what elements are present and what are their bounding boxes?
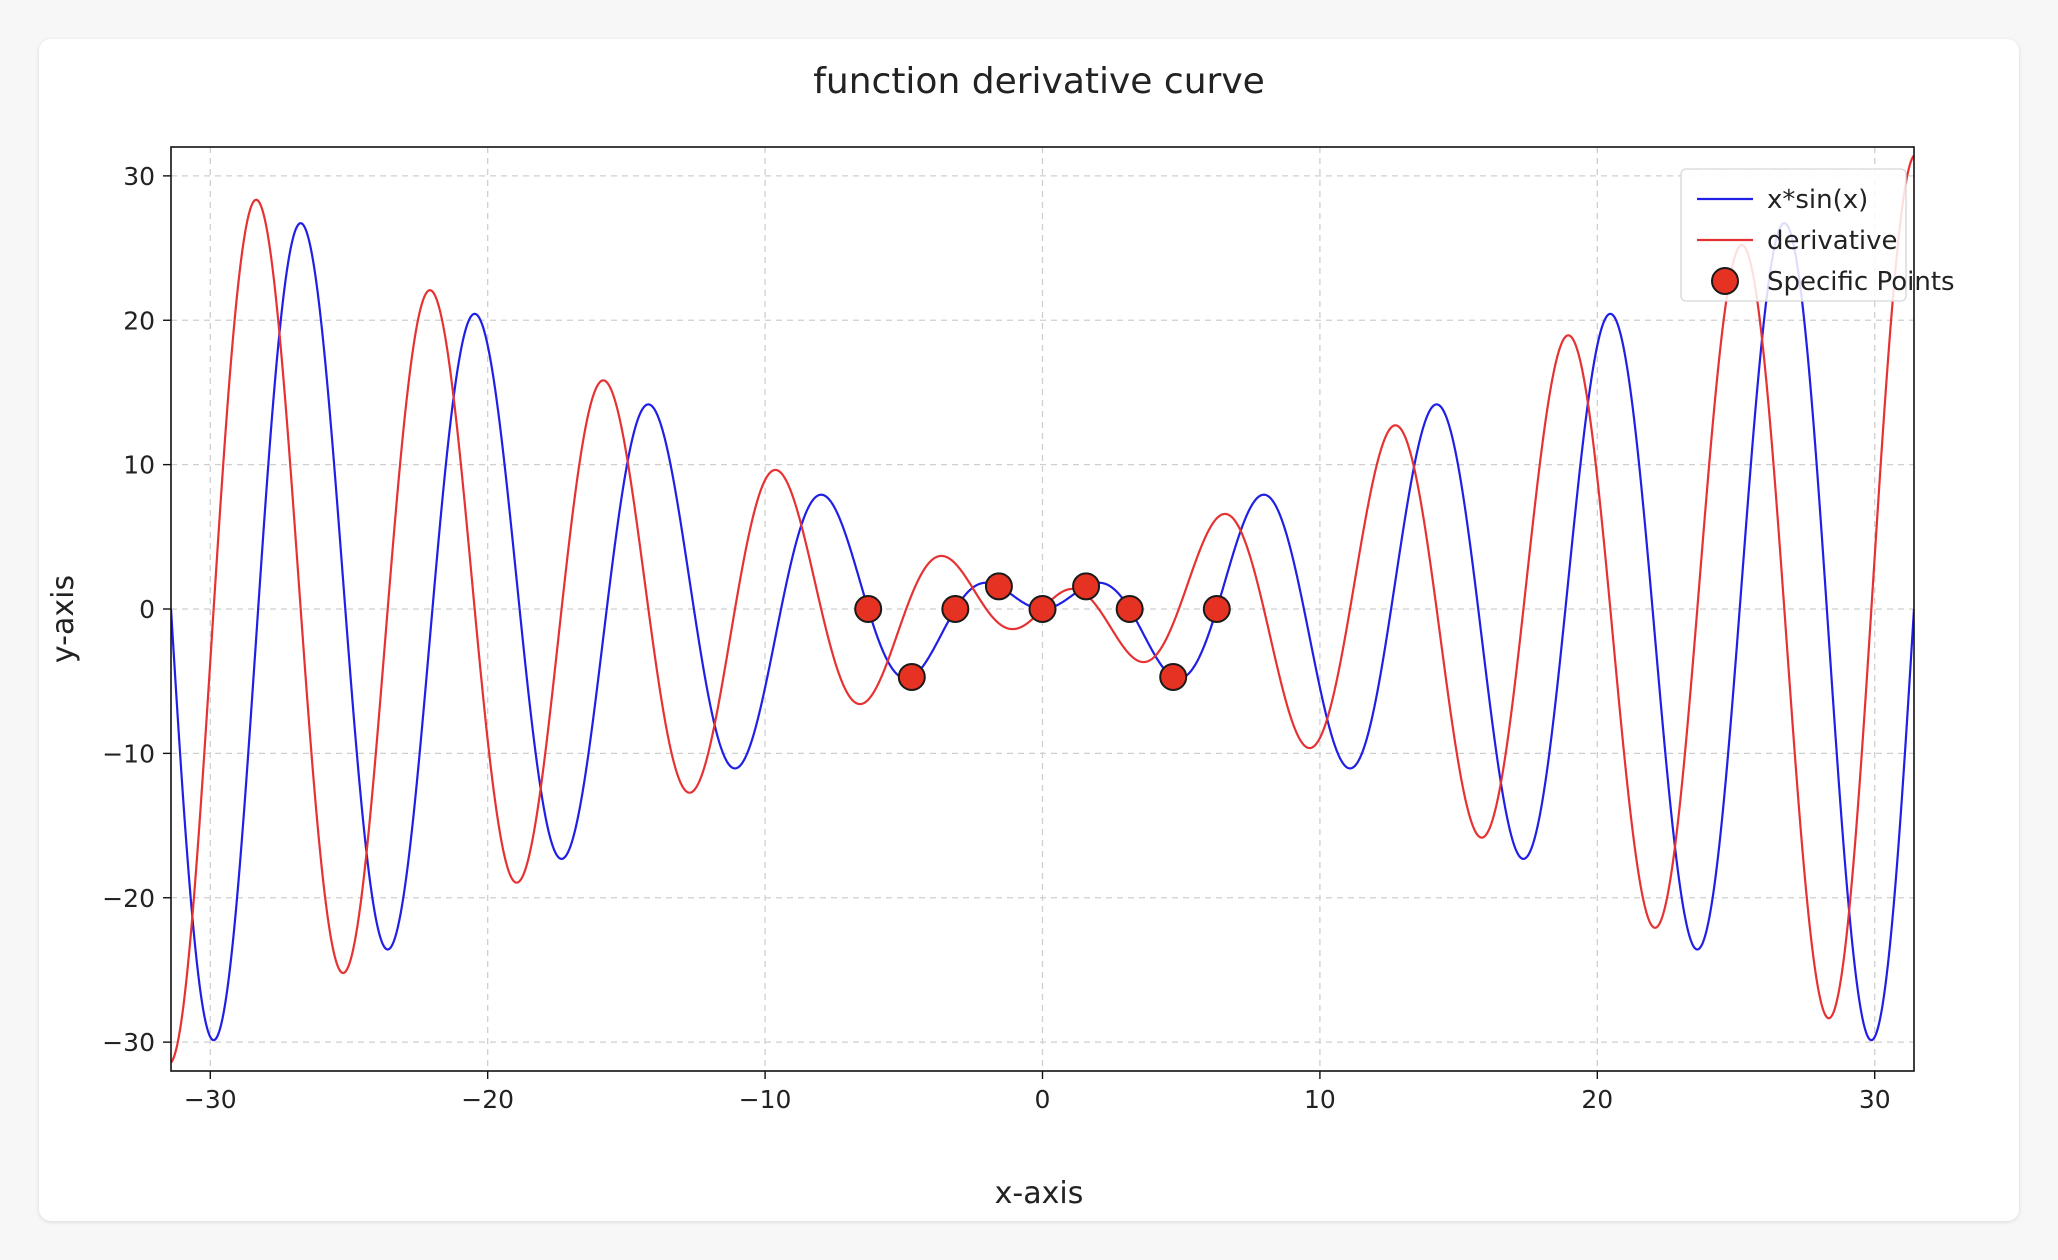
scatter-points — [854, 572, 1231, 692]
specific-point — [1159, 663, 1188, 692]
specific-point — [1202, 595, 1231, 623]
legend-label: x*sin(x) — [1767, 185, 1868, 215]
axis-ticks: −30 −20 −10 0 10 20 30 −30 −20 −10 0 10 20 30 — [102, 146, 1915, 1114]
chart-title: function derivative curve — [813, 61, 1265, 102]
specific-point — [854, 595, 883, 623]
x-tick-label: 30 — [1859, 1085, 1891, 1114]
legend-marker — [1711, 267, 1739, 295]
legend: x*sin(x) derivative Specific Points — [1680, 168, 1955, 302]
specific-point — [941, 595, 970, 623]
specific-point — [1115, 595, 1144, 623]
x-tick-label: −20 — [461, 1085, 514, 1114]
y-tick-label: 20 — [123, 306, 155, 335]
specific-point — [1072, 572, 1101, 601]
chart-card: function derivative curve −30 −20 −10 0 10 20… — [39, 39, 2019, 1221]
legend-label: Specific Points — [1767, 267, 1955, 297]
legend-box — [1680, 168, 1907, 302]
x-tick-label: −30 — [184, 1085, 237, 1114]
x-tick-label: −10 — [739, 1085, 792, 1114]
y-tick-label: 0 — [139, 595, 155, 624]
y-tick-label: 10 — [123, 451, 155, 480]
specific-point — [984, 572, 1013, 601]
chart: function derivative curve −30 −20 −10 0 10 20… — [46, 61, 1955, 1211]
specific-point — [1028, 595, 1057, 623]
y-axis-label: y-axis — [46, 575, 81, 663]
x-axis-label: x-axis — [995, 1176, 1084, 1211]
x-tick-label: 0 — [1035, 1085, 1051, 1114]
y-tick-label: −10 — [102, 739, 155, 768]
specific-point — [897, 663, 926, 692]
y-tick-label: −30 — [102, 1028, 155, 1057]
x-tick-label: 10 — [1304, 1085, 1336, 1114]
x-tick-label: 20 — [1581, 1085, 1613, 1114]
y-tick-label: 30 — [123, 162, 155, 191]
y-tick-label: −20 — [102, 884, 155, 913]
legend-label: derivative — [1767, 226, 1898, 256]
